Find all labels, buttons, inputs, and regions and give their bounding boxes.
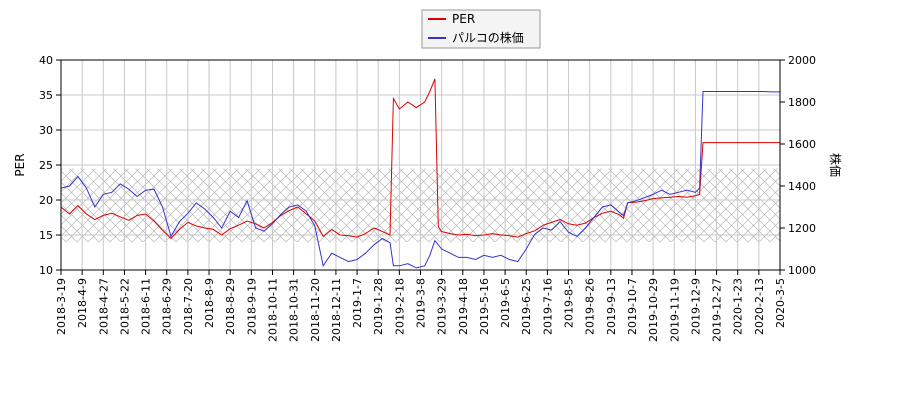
legend-box xyxy=(421,9,541,49)
x-tick-label: 2018-4-27 xyxy=(97,278,110,335)
x-tick-label: 2018-12-11 xyxy=(330,278,343,342)
x-tick-label: 2018-9-19 xyxy=(245,278,258,335)
x-tick-label: 2019-8-5 xyxy=(563,278,576,328)
right-tick-label: 1000 xyxy=(788,264,816,277)
right-tick-label: 1800 xyxy=(788,96,816,109)
x-tick-label: 2019-2-18 xyxy=(393,278,406,335)
x-tick-label: 2019-10-7 xyxy=(626,278,639,335)
x-tick-label: 2019-9-13 xyxy=(605,278,618,335)
x-tick-label: 2019-8-26 xyxy=(584,278,597,335)
price-series-line xyxy=(60,91,780,269)
legend-label-per: PER xyxy=(452,12,475,26)
x-tick-label: 2018-8-9 xyxy=(203,278,216,328)
x-tick-label: 2019-1-7 xyxy=(351,278,364,328)
x-tick-label: 2018-11-20 xyxy=(309,278,322,342)
left-tick-label: 30 xyxy=(39,124,53,137)
left-tick-label: 20 xyxy=(39,194,53,207)
x-tick-label: 2019-3-8 xyxy=(415,278,428,328)
right-tick-label: 2000 xyxy=(788,54,816,67)
x-tick-label: 2019-3-29 xyxy=(436,278,449,335)
left-tick-label: 40 xyxy=(39,54,53,67)
x-tick-label: 2019-6-5 xyxy=(499,278,512,328)
per-series-line xyxy=(60,78,780,240)
left-tick-label: 15 xyxy=(39,229,53,242)
left-tick-label: 10 xyxy=(39,264,53,277)
legend: PER パルコの株価 xyxy=(421,9,541,49)
left-axis-title: PER xyxy=(13,153,27,176)
x-tick-label: 2020-3-5 xyxy=(774,278,787,328)
x-tick-label: 2018-10-11 xyxy=(266,278,279,342)
x-tick-label: 2018-7-20 xyxy=(182,278,195,335)
x-tick-label: 2019-5-16 xyxy=(478,278,491,335)
x-tick-label: 2018-6-29 xyxy=(161,278,174,335)
right-tick-label: 1600 xyxy=(788,138,816,151)
right-axis: 1000 1200 1400 1600 1800 2000 xyxy=(780,54,816,277)
x-tick-label: 2019-12-27 xyxy=(711,278,724,342)
x-tick-label: 2018-4-9 xyxy=(76,278,89,328)
right-tick-label: 1200 xyxy=(788,222,816,235)
legend-label-price: パルコの株価 xyxy=(452,30,524,45)
x-tick-label: 2020-2-13 xyxy=(753,278,766,335)
x-tick-label: 2018-10-31 xyxy=(288,278,301,342)
left-tick-label: 25 xyxy=(39,159,53,172)
x-tick-label: 2019-10-29 xyxy=(647,278,660,342)
x-tick-label: 2018-3-19 xyxy=(55,278,68,335)
x-tick-label: 2019-4-18 xyxy=(457,278,470,335)
right-axis-title: 株価 xyxy=(828,153,843,177)
right-tick-label: 1400 xyxy=(788,180,816,193)
series-lines xyxy=(60,78,780,269)
x-tick-label: 2020-1-23 xyxy=(732,278,745,335)
x-tick-label: 2019-12-9 xyxy=(689,278,702,335)
x-axis: 2018-3-19 2018-4-9 2018-4-27 2018-5-22 2018-… xyxy=(55,270,787,342)
left-tick-label: 35 xyxy=(39,89,53,102)
x-tick-label: 2018-6-11 xyxy=(140,278,153,335)
x-tick-label: 2019-1-28 xyxy=(372,278,385,335)
left-axis: 10 15 20 25 30 35 40 xyxy=(39,54,61,277)
x-tick-label: 2019-11-19 xyxy=(668,278,681,342)
x-tick-label: 2019-7-16 xyxy=(541,278,554,335)
x-tick-label: 2019-6-25 xyxy=(520,278,533,335)
x-tick-label: 2018-5-22 xyxy=(118,278,131,335)
x-tick-label: 2018-8-29 xyxy=(224,278,237,335)
